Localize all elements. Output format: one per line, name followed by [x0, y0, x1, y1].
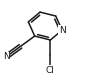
Text: N: N	[59, 26, 65, 35]
Text: N: N	[3, 52, 10, 61]
Text: Cl: Cl	[46, 66, 55, 75]
